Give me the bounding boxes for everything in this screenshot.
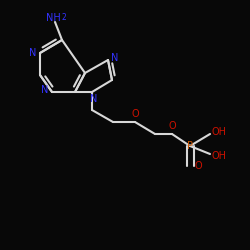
Text: N: N [29, 48, 37, 58]
Text: OH: OH [212, 127, 226, 137]
Text: O: O [131, 109, 139, 119]
Text: N: N [41, 85, 49, 95]
Text: O: O [194, 161, 202, 171]
Text: P: P [187, 141, 193, 151]
Text: OH: OH [212, 151, 226, 161]
Text: N: N [111, 53, 119, 63]
Text: 2: 2 [62, 14, 66, 22]
Text: O: O [168, 121, 176, 131]
Text: NH: NH [46, 13, 60, 23]
Text: N: N [90, 94, 98, 104]
